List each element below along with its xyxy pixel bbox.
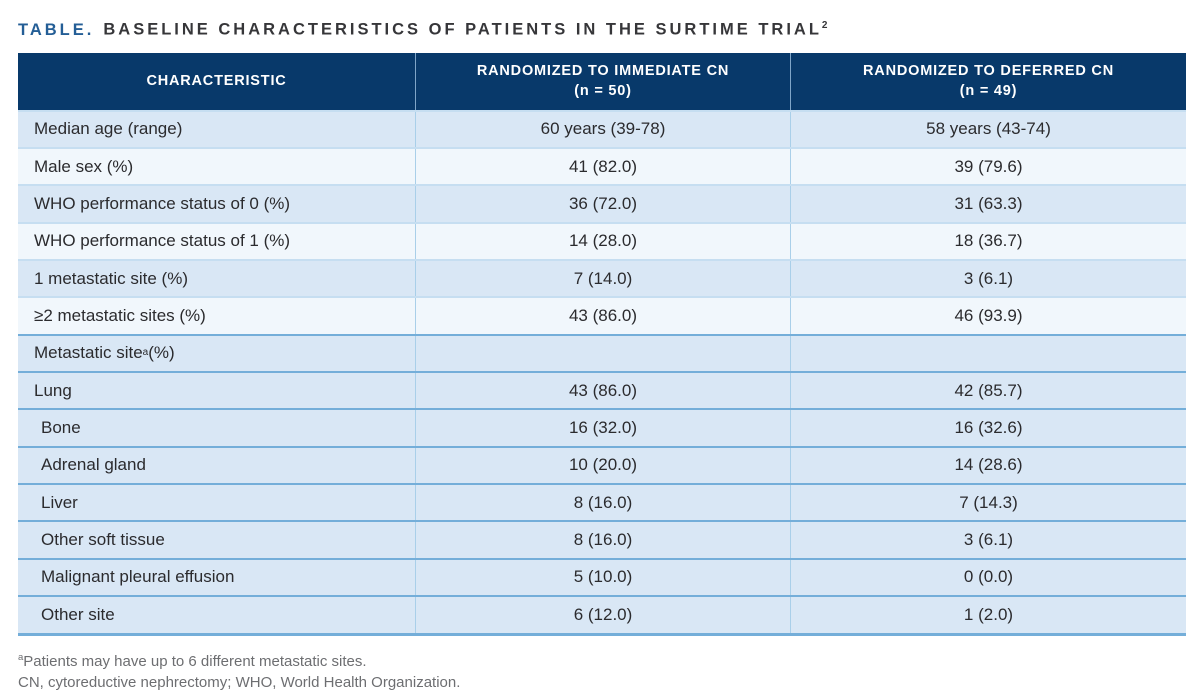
footnote-marker-a: a <box>18 651 24 663</box>
table-row-liver: Liver 8 (16.0) 7 (14.3) <box>18 483 1186 521</box>
characteristic-cell: Median age (range) <box>18 111 415 147</box>
table-row-who-status-1: WHO performance status of 1 (%) 14 (28.0… <box>18 221 1186 259</box>
column-header-immediate-cn-line2: (n = 50) <box>574 83 632 99</box>
characteristic-cell: ≥2 metastatic sites (%) <box>18 298 415 334</box>
baseline-characteristics-table: CHARACTERISTIC RANDOMIZED TO IMMEDIATE C… <box>18 52 1186 636</box>
table-row-who-status-0: WHO performance status of 0 (%) 36 (72.0… <box>18 184 1186 222</box>
table-row-adrenal-gland: Adrenal gland 10 (20.0) 14 (28.6) <box>18 445 1186 484</box>
characteristic-cell: Bone <box>18 410 415 446</box>
immediate-cn-cell: 43 (86.0) <box>415 373 790 409</box>
table-title: TABLE. BASELINE CHARACTERISTICS OF PATIEN… <box>18 20 1186 40</box>
deferred-cn-cell: 31 (63.3) <box>790 186 1186 222</box>
immediate-cn-cell: 5 (10.0) <box>415 559 790 596</box>
column-header-immediate-cn: RANDOMIZED TO IMMEDIATE CN (n = 50) <box>415 52 790 110</box>
table-row-bone: Bone 16 (32.0) 16 (32.6) <box>18 408 1186 446</box>
characteristic-cell: Adrenal gland <box>18 447 415 484</box>
characteristic-cell: Other soft tissue <box>18 522 415 558</box>
table-row-other-site: Other site 6 (12.0) 1 (2.0) <box>18 595 1186 633</box>
table-row-other-soft-tissue: Other soft tissue 8 (16.0) 3 (6.1) <box>18 520 1186 558</box>
deferred-cn-cell: 58 years (43-74) <box>790 111 1186 147</box>
table-title-citation: 2 <box>821 20 828 31</box>
characteristic-cell: WHO performance status of 1 (%) <box>18 223 415 259</box>
characteristic-cell: Liver <box>18 485 415 521</box>
deferred-cn-cell: 1 (2.0) <box>790 597 1186 633</box>
immediate-cn-cell: 41 (82.0) <box>415 148 790 185</box>
immediate-cn-cell: 8 (16.0) <box>415 522 790 558</box>
column-header-deferred-cn-line2: (n = 49) <box>959 83 1018 99</box>
table-row-metastatic-site-group: Metastatic site a (%) <box>18 333 1186 372</box>
footnote-abbreviations: CN, cytoreductive nephrectomy; WHO, Worl… <box>18 673 461 691</box>
table-title-prefix: TABLE. <box>18 20 95 39</box>
deferred-cn-cell: 39 (79.6) <box>790 148 1186 185</box>
immediate-cn-cell: 8 (16.0) <box>415 485 790 521</box>
deferred-cn-cell <box>790 335 1186 372</box>
column-header-immediate-cn-line1: RANDOMIZED TO IMMEDIATE CN <box>476 62 730 79</box>
characteristic-cell: Metastatic site a (%) <box>18 335 415 372</box>
table-body: Median age (range) 60 years (39-78) 58 y… <box>18 109 1186 636</box>
immediate-cn-cell: 7 (14.0) <box>415 260 790 297</box>
column-header-deferred-cn: RANDOMIZED TO DEFERRED CN (n = 49) <box>790 52 1186 110</box>
deferred-cn-cell: 7 (14.3) <box>790 485 1186 521</box>
table-row-1-metastatic-site: 1 metastatic site (%) 7 (14.0) 3 (6.1) <box>18 258 1186 297</box>
table-row-malignant-pleural-effusion: Malignant pleural effusion 5 (10.0) 0 (0… <box>18 557 1186 596</box>
column-header-deferred-cn-line1: RANDOMIZED TO DEFERRED CN <box>863 62 1114 79</box>
deferred-cn-cell: 42 (85.7) <box>790 373 1186 409</box>
immediate-cn-cell: 10 (20.0) <box>415 447 790 484</box>
table-header-row: CHARACTERISTIC RANDOMIZED TO IMMEDIATE C… <box>18 52 1186 110</box>
deferred-cn-cell: 16 (32.6) <box>790 410 1186 446</box>
immediate-cn-cell: 60 years (39-78) <box>415 111 790 147</box>
characteristic-cell: Lung <box>18 373 415 409</box>
deferred-cn-cell: 18 (36.7) <box>790 223 1186 259</box>
deferred-cn-cell: 46 (93.9) <box>790 298 1186 334</box>
deferred-cn-cell: 3 (6.1) <box>790 260 1186 297</box>
characteristic-cell: WHO performance status of 0 (%) <box>18 186 415 222</box>
deferred-cn-cell: 14 (28.6) <box>790 447 1186 484</box>
characteristic-cell: Malignant pleural effusion <box>18 559 415 596</box>
immediate-cn-cell: 36 (72.0) <box>415 186 790 222</box>
immediate-cn-cell: 14 (28.0) <box>415 223 790 259</box>
table-footnotes: aPatients may have up to 6 different met… <box>18 647 1186 693</box>
table-row-male-sex: Male sex (%) 41 (82.0) 39 (79.6) <box>18 146 1186 185</box>
immediate-cn-cell: 43 (86.0) <box>415 298 790 334</box>
column-header-characteristic: CHARACTERISTIC <box>146 72 287 89</box>
immediate-cn-cell: 6 (12.0) <box>415 597 790 633</box>
characteristic-cell: Other site <box>18 597 415 633</box>
deferred-cn-cell: 3 (6.1) <box>790 522 1186 558</box>
characteristic-cell: 1 metastatic site (%) <box>18 260 415 297</box>
deferred-cn-cell: 0 (0.0) <box>790 559 1186 596</box>
table-row-2plus-metastatic-sites: ≥2 metastatic sites (%) 43 (86.0) 46 (93… <box>18 296 1186 334</box>
footnote-metastatic-sites: aPatients may have up to 6 different met… <box>18 651 367 670</box>
immediate-cn-cell <box>415 335 790 372</box>
table-title-text: BASELINE CHARACTERISTICS OF PATIENTS IN … <box>103 20 822 39</box>
table-row-median-age: Median age (range) 60 years (39-78) 58 y… <box>18 109 1186 147</box>
characteristic-cell: Male sex (%) <box>18 148 415 185</box>
table-row-lung: Lung 43 (86.0) 42 (85.7) <box>18 371 1186 409</box>
immediate-cn-cell: 16 (32.0) <box>415 410 790 446</box>
